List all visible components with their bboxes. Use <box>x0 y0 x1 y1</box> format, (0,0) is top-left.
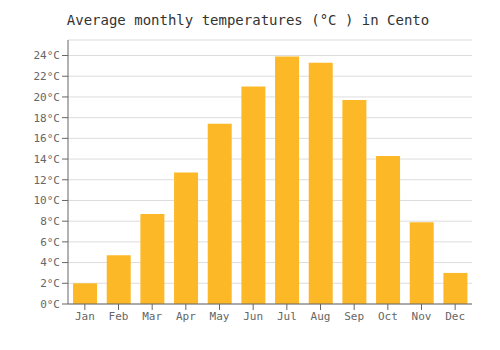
svg-text:10°C: 10°C <box>34 194 61 207</box>
svg-text:20°C: 20°C <box>34 91 61 104</box>
svg-text:Jan: Jan <box>75 310 95 323</box>
svg-text:14°C: 14°C <box>34 153 61 166</box>
svg-text:Jul: Jul <box>277 310 297 323</box>
svg-text:Nov: Nov <box>412 310 432 323</box>
svg-text:Jun: Jun <box>243 310 263 323</box>
svg-text:Oct: Oct <box>378 310 398 323</box>
svg-text:0°C: 0°C <box>40 298 60 311</box>
svg-text:May: May <box>210 310 230 323</box>
svg-text:12°C: 12°C <box>34 174 61 187</box>
svg-text:Aug: Aug <box>311 310 331 323</box>
html-text:Average monthly temperatures (: Average monthly temperatures (°C ) in Ce… <box>66 12 430 28</box>
svg-text:Apr: Apr <box>176 310 196 323</box>
svg-text:Feb: Feb <box>109 310 129 323</box>
svg-text:8°C: 8°C <box>40 215 60 228</box>
svg-text:2°C: 2°C <box>40 277 60 290</box>
svg-text:16°C: 16°C <box>34 132 61 145</box>
svg-text:18°C: 18°C <box>34 112 61 125</box>
svg-text:Dec: Dec <box>445 310 465 323</box>
svg-text:Mar: Mar <box>142 310 162 323</box>
svg-text:24°C: 24°C <box>34 49 61 62</box>
svg-text:Sep: Sep <box>344 310 364 323</box>
svg-text:22°C: 22°C <box>34 70 61 83</box>
svg-text:6°C: 6°C <box>40 236 60 249</box>
svg-text:4°C: 4°C <box>40 256 60 269</box>
